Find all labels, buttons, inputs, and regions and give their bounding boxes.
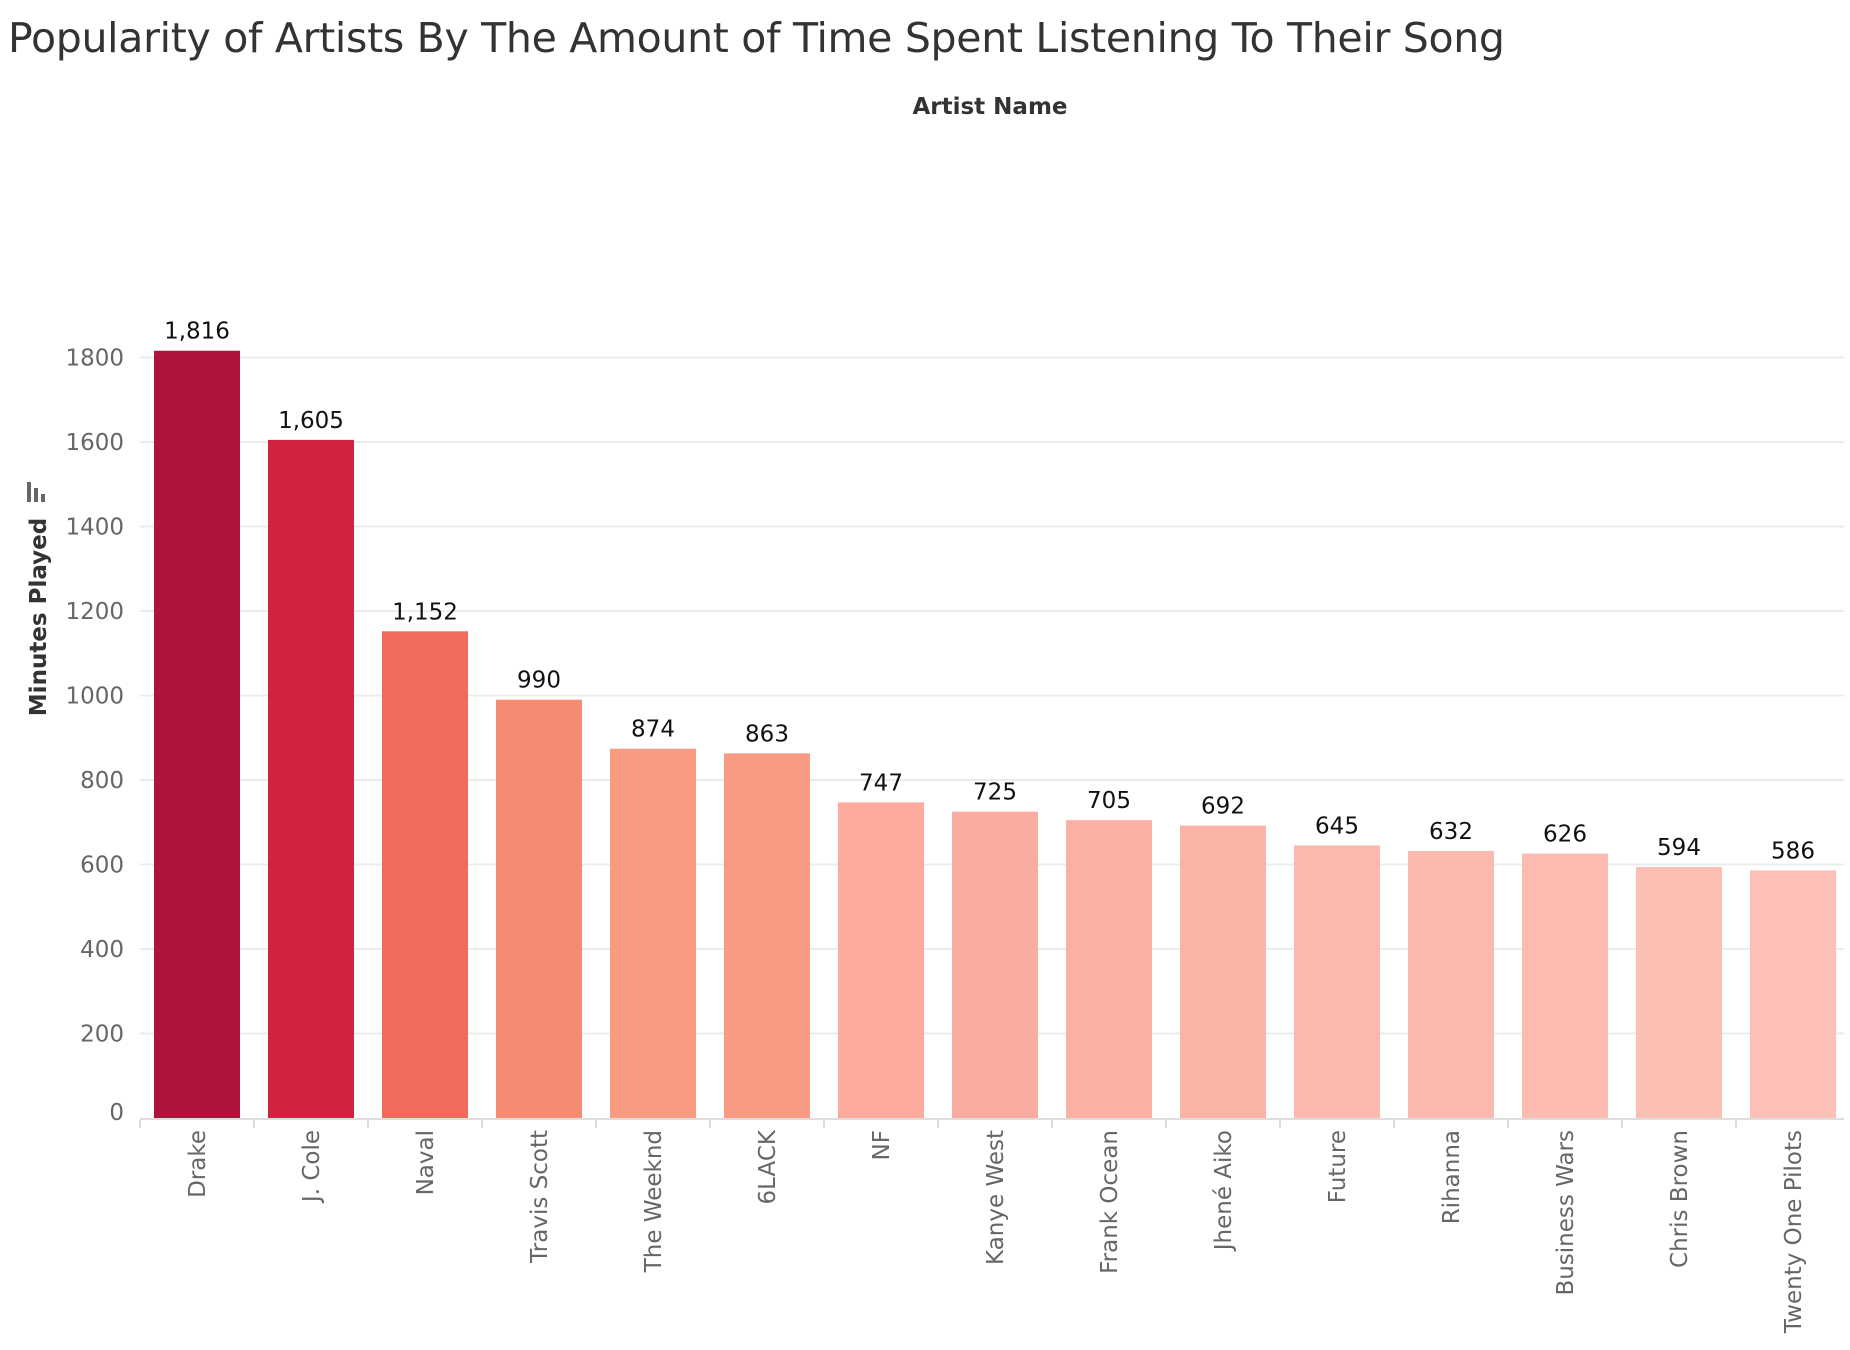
- data-label: 874: [631, 717, 675, 743]
- bar-6lack[interactable]: [724, 753, 810, 1118]
- y-tick-label: 1600: [65, 430, 124, 456]
- bar-the-weeknd[interactable]: [610, 748, 696, 1118]
- chart-title: Popularity of Artists By The Amount of T…: [8, 14, 1505, 62]
- data-label: 747: [859, 770, 903, 796]
- data-label: 705: [1087, 788, 1131, 814]
- x-category-label: Future: [1325, 1130, 1351, 1203]
- data-label: 626: [1543, 822, 1587, 848]
- y-axis-title: Minutes Played: [26, 518, 52, 716]
- x-category-label: Rihanna: [1439, 1130, 1465, 1224]
- x-category-label: The Weeknd: [641, 1130, 667, 1273]
- x-category-label: J. Cole: [299, 1130, 325, 1204]
- bars: [154, 350, 1836, 1118]
- y-tick-label: 200: [80, 1022, 124, 1048]
- data-label: 594: [1657, 835, 1701, 861]
- y-tick-label: 400: [80, 937, 124, 963]
- bar-chris-brown[interactable]: [1636, 867, 1722, 1118]
- bar-rihanna[interactable]: [1408, 850, 1494, 1118]
- x-category-label: Kanye West: [983, 1130, 1009, 1265]
- data-label: 863: [745, 721, 789, 747]
- x-category-label: Jhené Aiko: [1211, 1130, 1237, 1252]
- x-category-label: Naval: [413, 1130, 439, 1195]
- x-category-label: 6LACK: [755, 1129, 781, 1204]
- x-category-label: Business Wars: [1553, 1130, 1579, 1296]
- bar-drake[interactable]: [154, 350, 240, 1118]
- x-category-label: NF: [869, 1130, 895, 1160]
- bar-naval[interactable]: [382, 631, 468, 1118]
- y-tick-label: 0: [109, 1100, 124, 1126]
- x-category-label: Travis Scott: [527, 1130, 553, 1264]
- y-tick-label: 600: [80, 853, 124, 879]
- bar-travis-scott[interactable]: [496, 699, 582, 1118]
- x-category-label: Frank Ocean: [1097, 1130, 1123, 1274]
- y-tick-label: 1000: [65, 684, 124, 710]
- bar-jhen-aiko[interactable]: [1180, 825, 1266, 1118]
- bar-j-cole[interactable]: [268, 439, 354, 1118]
- x-axis-categories: Drake J. Cole Naval Travis Scott The Weeknd 6…: [185, 1129, 1807, 1334]
- column-header: Artist Name: [912, 94, 1067, 120]
- bar-nf[interactable]: [838, 802, 924, 1118]
- data-label: 1,816: [164, 319, 230, 345]
- data-label: 725: [973, 780, 1017, 806]
- data-label: 990: [517, 668, 561, 694]
- data-label: 586: [1771, 838, 1815, 864]
- y-tick-label: 1800: [65, 346, 124, 372]
- x-category-label: Drake: [185, 1130, 211, 1198]
- y-axis-ticks: 0 200 400 600 800 1000 1200 1400 1600 1800: [65, 346, 124, 1127]
- y-tick-label: 1400: [65, 515, 124, 541]
- bar-frank-ocean[interactable]: [1066, 820, 1152, 1118]
- data-label: 645: [1315, 813, 1359, 839]
- y-tick-label: 1200: [65, 599, 124, 625]
- x-category-label: Twenty One Pilots: [1781, 1130, 1807, 1334]
- bar-kanye-west[interactable]: [952, 811, 1038, 1118]
- bar-twenty-one-pilots[interactable]: [1750, 870, 1836, 1118]
- data-label: 692: [1201, 794, 1245, 820]
- data-label: 1,605: [278, 408, 344, 434]
- x-category-label: Chris Brown: [1667, 1130, 1693, 1268]
- sort-descending-icon[interactable]: [27, 482, 45, 502]
- bar-business-wars[interactable]: [1522, 853, 1608, 1118]
- data-label: 632: [1429, 819, 1473, 845]
- bar-future[interactable]: [1294, 845, 1380, 1118]
- y-tick-label: 800: [80, 768, 124, 794]
- data-labels: 1,816 1,605 1,152 990 874 863 747 725 705 692 645 6…: [164, 319, 1815, 865]
- data-label: 1,152: [392, 599, 458, 625]
